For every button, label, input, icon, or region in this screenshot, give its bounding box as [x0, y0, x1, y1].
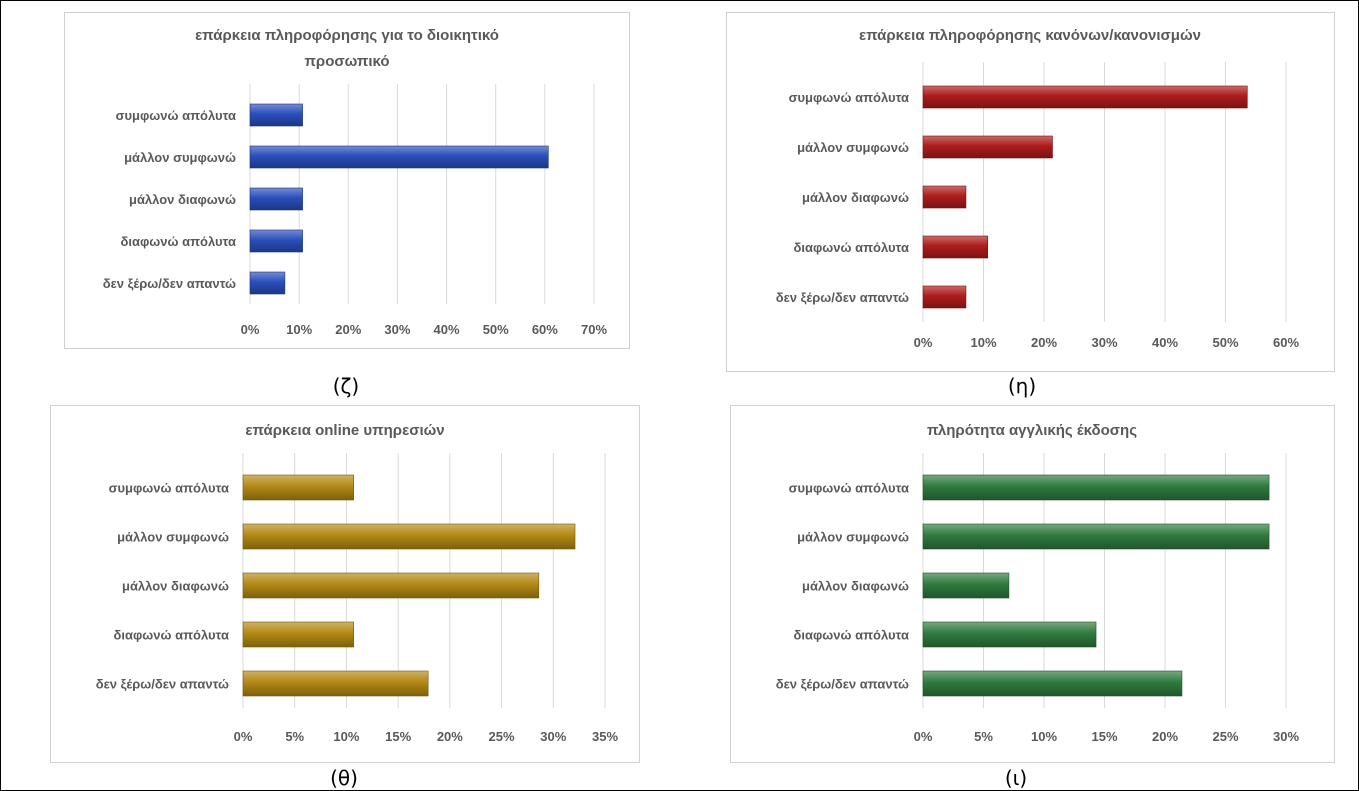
bar — [922, 85, 1248, 109]
x-tick-label: 25% — [1212, 729, 1238, 744]
caption-theta: (θ) — [330, 766, 358, 790]
x-tick-label: 10% — [333, 729, 359, 744]
x-tick-label: 25% — [489, 729, 515, 744]
bar — [922, 285, 967, 309]
chart-svg: επάρκεια πληροφόρησης για το διοικητικό π… — [103, 27, 608, 337]
bar — [922, 235, 989, 259]
category-label: μάλλον διαφωνώ — [802, 579, 909, 594]
caption-eta: (η) — [1007, 374, 1037, 398]
x-tick-label: 15% — [1091, 729, 1117, 744]
category-label: δεν ξέρω/δεν απαντώ — [103, 276, 236, 291]
category-label: διαφωνώ απόλυτα — [793, 628, 909, 643]
category-label: συμφωνώ απόλυτα — [789, 481, 909, 496]
x-tick-label: 60% — [532, 322, 558, 337]
bar — [922, 621, 1097, 648]
category-label: μάλλον διαφωνώ — [129, 192, 236, 207]
x-tick-label: 0% — [914, 729, 933, 744]
bar — [249, 103, 303, 127]
x-tick-label: 20% — [437, 729, 463, 744]
category-label: μάλλον συμφωνώ — [797, 530, 909, 545]
x-tick-label: 20% — [1152, 729, 1178, 744]
bar — [922, 670, 1183, 697]
chart-admin-info: επάρκεια πληροφόρησης για το διοικητικό π… — [64, 12, 630, 349]
x-tick-label: 30% — [540, 729, 566, 744]
x-tick-label: 30% — [1273, 729, 1299, 744]
category-label: διαφωνώ απόλυτα — [113, 628, 229, 643]
category-label: διαφωνώ απόλυτα — [793, 240, 909, 255]
category-label: δεν ξέρω/δεν απαντώ — [96, 677, 229, 692]
x-tick-label: 70% — [581, 322, 607, 337]
chart-title-line: επάρκεια πληροφόρησης κανόνων/κανονισμών — [859, 27, 1201, 44]
category-label: συμφωνώ απόλυτα — [109, 481, 229, 496]
category-label: μάλλον διαφωνώ — [802, 190, 909, 205]
x-tick-label: 20% — [1031, 335, 1057, 350]
x-tick-label: 40% — [434, 322, 460, 337]
category-label: συμφωνώ απόλυτα — [789, 90, 909, 105]
bar — [249, 229, 303, 253]
chart-title-line: προσωπικό — [304, 53, 389, 70]
category-label: συμφωνώ απόλυτα — [116, 108, 236, 123]
x-tick-label: 30% — [384, 322, 410, 337]
category-label: μάλλον διαφωνώ — [122, 579, 229, 594]
category-label: δεν ξέρω/δεν απαντώ — [776, 290, 909, 305]
chart-title-line: πληρότητα αγγλικής έκδοσης — [927, 422, 1137, 439]
caption-z: (ζ) — [332, 374, 360, 398]
x-tick-label: 60% — [1273, 335, 1299, 350]
x-tick-label: 50% — [1212, 335, 1238, 350]
x-tick-label: 5% — [285, 729, 304, 744]
x-tick-label: 10% — [970, 335, 996, 350]
chart-title-line: επάρκεια πληροφόρησης για το διοικητικό — [195, 27, 499, 44]
bar — [922, 523, 1270, 550]
x-tick-label: 10% — [1031, 729, 1057, 744]
bar — [249, 187, 303, 211]
bar — [242, 621, 354, 648]
category-label: μάλλον συμφωνώ — [797, 140, 909, 155]
category-label: δεν ξέρω/δεν απαντώ — [776, 677, 909, 692]
category-label: μάλλον συμφωνώ — [124, 150, 236, 165]
bar — [922, 474, 1270, 501]
chart-online-services: επάρκεια online υπηρεσιών 0% 5% 10% 15% 20% 25… — [50, 405, 640, 763]
x-tick-label: 0% — [234, 729, 253, 744]
chart-svg: επάρκεια online υπηρεσιών 0% 5% 10% 15% 20% 25… — [96, 422, 619, 744]
bar — [922, 185, 967, 209]
x-tick-label: 0% — [914, 335, 933, 350]
x-tick-label: 0% — [241, 322, 260, 337]
chart-svg: επάρκεια πληροφόρησης κανόνων/κανονισμών… — [776, 27, 1300, 350]
category-label: διαφωνώ απόλυτα — [120, 234, 236, 249]
bar — [249, 145, 549, 169]
bar — [242, 523, 576, 550]
chart-svg: πληρότητα αγγλικής έκδοσης 0% 5% 10% 15% 20% 2… — [776, 422, 1300, 744]
bar — [249, 271, 286, 295]
bar — [242, 474, 354, 501]
x-tick-label: 30% — [1091, 335, 1117, 350]
bar — [922, 572, 1010, 599]
x-tick-label: 10% — [286, 322, 312, 337]
chart-title-line: επάρκεια online υπηρεσιών — [245, 422, 444, 439]
x-tick-label: 40% — [1152, 335, 1178, 350]
x-tick-label: 50% — [483, 322, 509, 337]
x-tick-label: 35% — [592, 729, 618, 744]
caption-iota: (ι) — [1004, 766, 1028, 790]
bar — [922, 135, 1053, 159]
category-label: μάλλον συμφωνώ — [117, 530, 229, 545]
bar — [242, 670, 429, 697]
x-tick-label: 5% — [974, 729, 993, 744]
chart-english-version: πληρότητα αγγλικής έκδοσης 0% 5% 10% 15% 20% 2… — [730, 405, 1335, 763]
x-tick-label: 20% — [335, 322, 361, 337]
x-tick-label: 15% — [385, 729, 411, 744]
chart-rules-info: επάρκεια πληροφόρησης κανόνων/κανονισμών… — [726, 12, 1335, 372]
bar — [242, 572, 540, 599]
